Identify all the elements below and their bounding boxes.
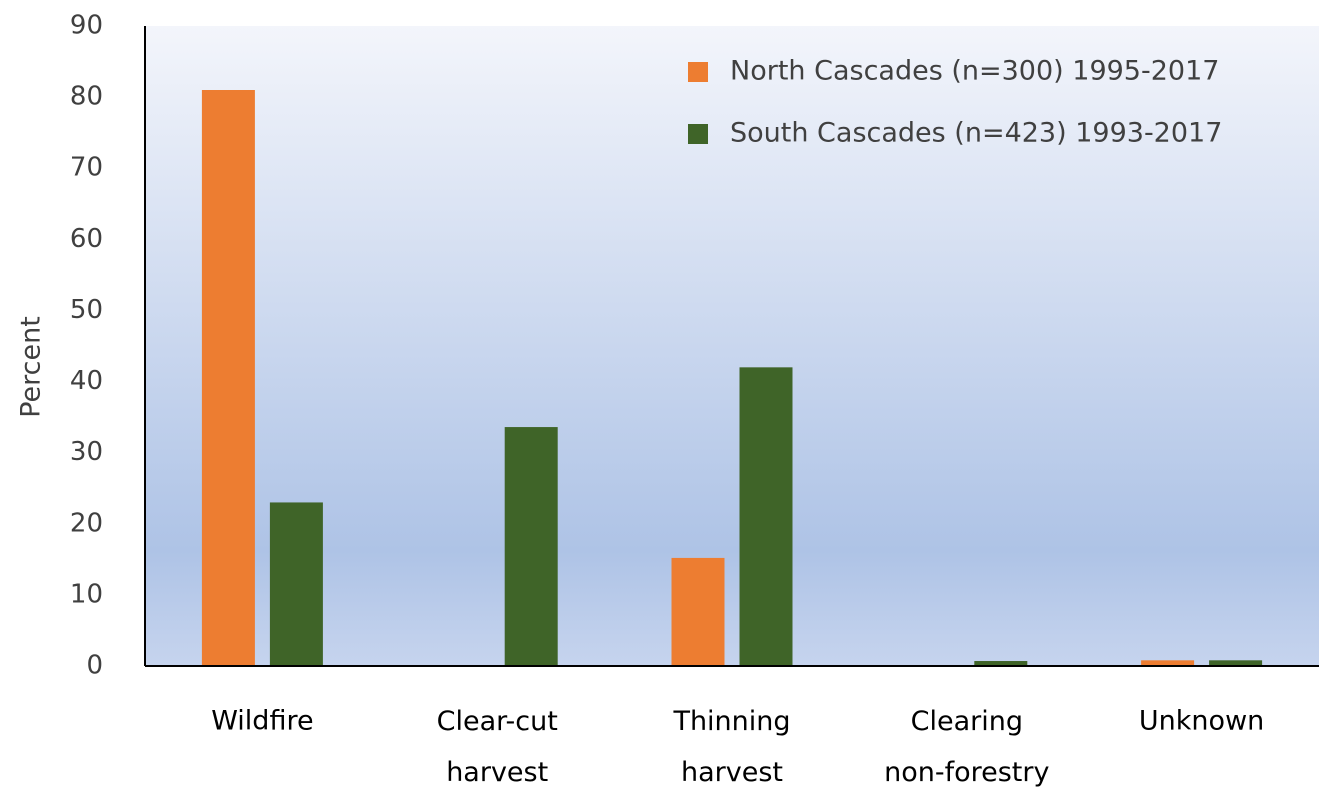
bar — [504, 427, 558, 666]
bar — [1209, 660, 1263, 666]
y-tick-label: 80 — [70, 82, 103, 112]
x-tick-label: Unknown — [1139, 706, 1264, 737]
y-tick-label: 30 — [70, 437, 103, 467]
x-tick-label: Clear-cut harvest — [437, 706, 558, 788]
legend-label: North Cascades (n=300) 1995-2017 — [730, 56, 1219, 87]
x-tick-label: Wildfire — [211, 706, 313, 737]
y-tick-label: 0 — [86, 651, 103, 681]
y-tick-label: 10 — [70, 579, 103, 609]
bar — [1141, 660, 1195, 666]
x-tick-label: Thinning harvest — [672, 706, 790, 788]
bar — [201, 90, 255, 666]
bar — [974, 661, 1028, 666]
legend-swatch — [688, 124, 708, 144]
bar — [671, 557, 725, 666]
x-tick-label: Clearing non-forestry — [884, 706, 1049, 788]
y-tick-label: 50 — [70, 295, 103, 325]
y-tick-label: 60 — [70, 224, 103, 254]
y-tick-label: 40 — [70, 366, 103, 396]
bar — [739, 367, 793, 666]
bar — [269, 502, 323, 666]
y-axis-label: Percent — [16, 316, 47, 418]
y-tick-label: 90 — [70, 11, 103, 41]
legend-label: South Cascades (n=423) 1993-2017 — [730, 118, 1222, 149]
y-tick-label: 70 — [70, 153, 103, 183]
y-tick-label: 20 — [70, 508, 103, 538]
plot-background — [145, 26, 1319, 666]
legend-swatch — [688, 62, 708, 82]
